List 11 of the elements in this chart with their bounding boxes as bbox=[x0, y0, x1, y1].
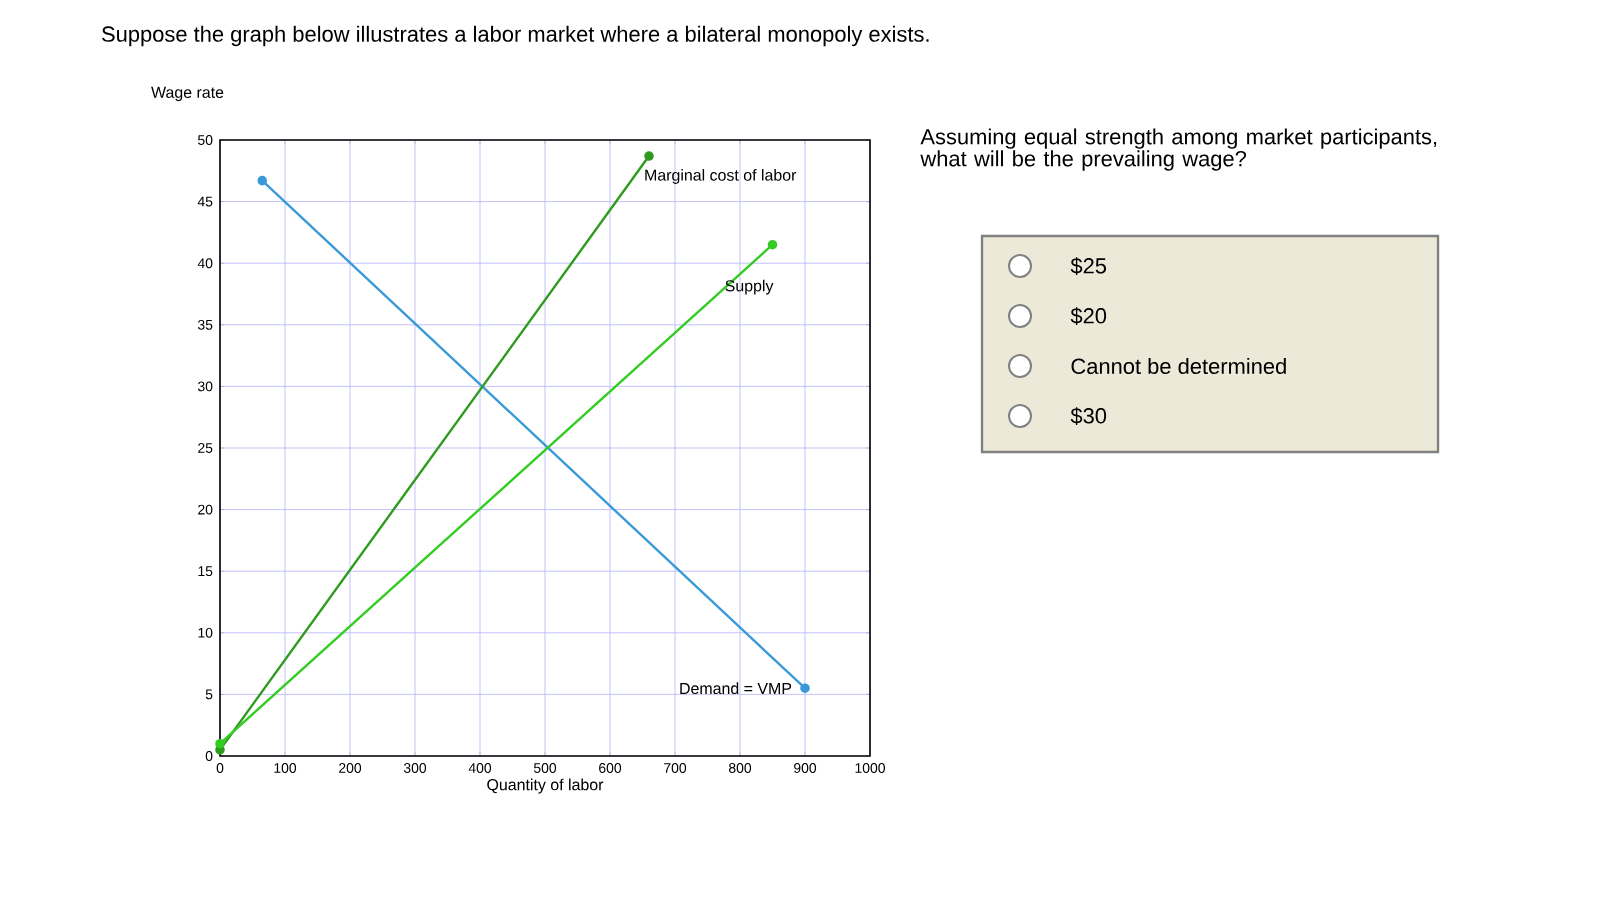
text: $20 bbox=[1070, 307, 1107, 325]
point bbox=[800, 683, 810, 694]
point bbox=[257, 175, 268, 186]
text: $25 bbox=[1070, 257, 1107, 275]
text: Cannot be determined bbox=[1071, 357, 1286, 375]
chart-title: Suppose the graph below illustrates a labor market where a bilateral monopoly exists. bbox=[102, 25, 929, 47]
point bbox=[767, 239, 778, 250]
text: Assuming equal strength among market participants, what will be the prevailing wage? bbox=[920, 128, 1437, 171]
point bbox=[215, 738, 225, 749]
point bbox=[644, 151, 654, 161]
text: $30 bbox=[1070, 407, 1107, 425]
